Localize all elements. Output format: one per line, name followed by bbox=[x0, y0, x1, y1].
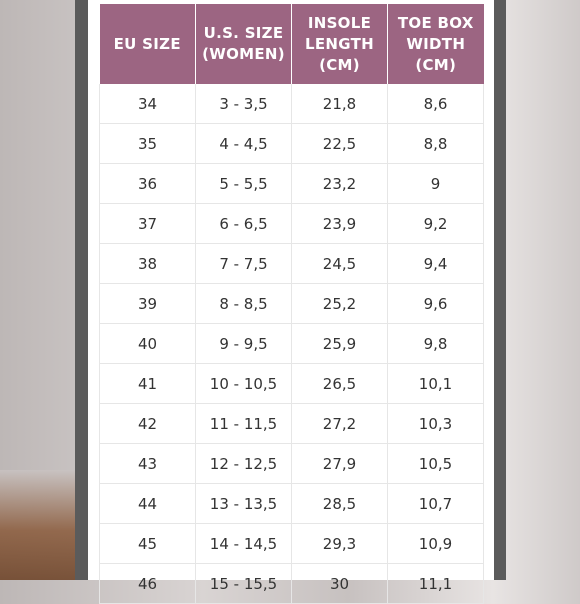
table-row: 44 13 - 13,5 28,5 10,7 bbox=[99, 483, 484, 524]
cell-eu-size: 34 bbox=[99, 84, 196, 124]
header-text: TOE BOX bbox=[397, 13, 474, 32]
header-text: LENGTH bbox=[305, 34, 374, 53]
table-row: 38 7 - 7,5 24,5 9,4 bbox=[99, 243, 484, 284]
table-row: 39 8 - 8,5 25,2 9,6 bbox=[99, 283, 484, 324]
cell-eu-size: 43 bbox=[99, 443, 196, 484]
table-row: 35 4 - 4,5 22,5 8,8 bbox=[99, 123, 484, 164]
cell-insole-length: 27,2 bbox=[291, 403, 388, 444]
header-toe-box-width: TOE BOX WIDTH (CM) bbox=[387, 4, 484, 84]
header-insole-length: INSOLE LENGTH (CM) bbox=[291, 4, 388, 84]
cell-toe-box-width: 10,7 bbox=[387, 483, 484, 524]
table-row: 36 5 - 5,5 23,2 9 bbox=[99, 163, 484, 204]
cell-us-size: 12 - 12,5 bbox=[195, 443, 292, 484]
cell-us-size: 9 - 9,5 bbox=[195, 323, 292, 364]
cell-eu-size: 42 bbox=[99, 403, 196, 444]
cell-insole-length: 25,9 bbox=[291, 323, 388, 364]
header-us-size: U.S. SIZE (WOMEN) bbox=[195, 4, 292, 84]
cell-eu-size: 38 bbox=[99, 243, 196, 284]
cell-us-size: 5 - 5,5 bbox=[195, 163, 292, 204]
table-row: 41 10 - 10,5 26,5 10,1 bbox=[99, 363, 484, 404]
cell-toe-box-width: 10,1 bbox=[387, 363, 484, 404]
cell-toe-box-width: 8,6 bbox=[387, 84, 484, 124]
table-row: 37 6 - 6,5 23,9 9,2 bbox=[99, 203, 484, 244]
cell-insole-length: 26,5 bbox=[291, 363, 388, 404]
cell-eu-size: 37 bbox=[99, 203, 196, 244]
cell-insole-length: 30 bbox=[291, 563, 388, 604]
cell-us-size: 7 - 7,5 bbox=[195, 243, 292, 284]
cell-toe-box-width: 10,9 bbox=[387, 523, 484, 564]
cell-us-size: 3 - 3,5 bbox=[195, 84, 292, 124]
cell-toe-box-width: 9,2 bbox=[387, 203, 484, 244]
cell-eu-size: 46 bbox=[99, 563, 196, 604]
cell-us-size: 10 - 10,5 bbox=[195, 363, 292, 404]
table-row: 34 3 - 3,5 21,8 8,6 bbox=[99, 84, 484, 124]
cell-us-size: 15 - 15,5 bbox=[195, 563, 292, 604]
header-text: (CM) bbox=[415, 55, 457, 74]
header-text: (CM) bbox=[319, 55, 360, 74]
cell-insole-length: 21,8 bbox=[291, 84, 388, 124]
cell-eu-size: 40 bbox=[99, 323, 196, 364]
cell-insole-length: 23,9 bbox=[291, 203, 388, 244]
cell-us-size: 6 - 6,5 bbox=[195, 203, 292, 244]
cell-insole-length: 29,3 bbox=[291, 523, 388, 564]
table-row: 45 14 - 14,5 29,3 10,9 bbox=[99, 523, 484, 564]
cell-toe-box-width: 9 bbox=[387, 163, 484, 204]
cell-insole-length: 24,5 bbox=[291, 243, 388, 284]
cell-toe-box-width: 9,8 bbox=[387, 323, 484, 364]
cell-us-size: 4 - 4,5 bbox=[195, 123, 292, 164]
cell-toe-box-width: 11,1 bbox=[387, 563, 484, 604]
cell-toe-box-width: 9,4 bbox=[387, 243, 484, 284]
cell-eu-size: 39 bbox=[99, 283, 196, 324]
cell-eu-size: 41 bbox=[99, 363, 196, 404]
header-text: U.S. SIZE bbox=[203, 24, 284, 42]
cell-insole-length: 25,2 bbox=[291, 283, 388, 324]
header-text: WIDTH bbox=[406, 34, 466, 53]
table-row: 42 11 - 11,5 27,2 10,3 bbox=[99, 403, 484, 444]
table-row: 46 15 - 15,5 30 11,1 bbox=[99, 563, 484, 604]
table-row: 43 12 - 12,5 27,9 10,5 bbox=[99, 443, 484, 484]
cell-eu-size: 36 bbox=[99, 163, 196, 204]
cell-eu-size: 44 bbox=[99, 483, 196, 524]
header-row: EU SIZE U.S. SIZE (WOMEN) INSOLE LENGTH … bbox=[99, 4, 484, 84]
cell-toe-box-width: 10,5 bbox=[387, 443, 484, 484]
header-eu-size: EU SIZE bbox=[99, 4, 196, 84]
cell-us-size: 11 - 11,5 bbox=[195, 403, 292, 444]
cell-insole-length: 22,5 bbox=[291, 123, 388, 164]
size-chart-table: EU SIZE U.S. SIZE (WOMEN) INSOLE LENGTH … bbox=[99, 4, 484, 604]
cell-insole-length: 23,2 bbox=[291, 163, 388, 204]
cell-us-size: 8 - 8,5 bbox=[195, 283, 292, 324]
cell-eu-size: 45 bbox=[99, 523, 196, 564]
header-text: INSOLE bbox=[307, 13, 372, 32]
table-row: 40 9 - 9,5 25,9 9,8 bbox=[99, 323, 484, 364]
cell-toe-box-width: 8,8 bbox=[387, 123, 484, 164]
cell-eu-size: 35 bbox=[99, 123, 196, 164]
cell-toe-box-width: 9,6 bbox=[387, 283, 484, 324]
header-text: EU SIZE bbox=[113, 34, 181, 53]
header-text: (WOMEN) bbox=[202, 45, 285, 63]
cell-us-size: 13 - 13,5 bbox=[195, 483, 292, 524]
cell-insole-length: 28,5 bbox=[291, 483, 388, 524]
cell-toe-box-width: 10,3 bbox=[387, 403, 484, 444]
cell-insole-length: 27,9 bbox=[291, 443, 388, 484]
cell-us-size: 14 - 14,5 bbox=[195, 523, 292, 564]
